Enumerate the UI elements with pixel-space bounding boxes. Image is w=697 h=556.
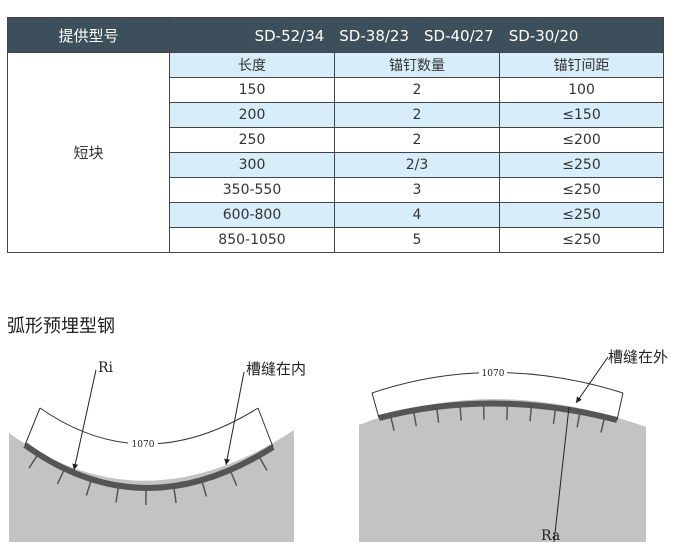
- anchor-spacing-cell: ≤250: [498, 227, 665, 253]
- anchor-stud: [115, 485, 120, 503]
- anchor-stud: [412, 410, 417, 427]
- figure-outer-slot: 1070 槽缝在外 Ra: [359, 348, 668, 544]
- table-row: 600-800 4 ≤250: [8, 202, 665, 228]
- radius-label: Ra: [541, 528, 560, 544]
- table-row: 300 2/3 ≤250: [8, 152, 665, 178]
- figure-inner-slot: 1070 Ri 槽缝在内: [9, 360, 306, 542]
- column-header: 锚钉数量: [334, 52, 500, 78]
- anchor-spacing-cell: ≤250: [498, 202, 665, 228]
- table-row: 150 2 100: [8, 77, 665, 103]
- column-header: 锚钉间距: [498, 52, 665, 78]
- length-cell: 250: [169, 127, 335, 153]
- anchor-count-cell: 5: [334, 227, 500, 253]
- anchor-stud: [576, 411, 581, 428]
- length-cell: 300: [169, 152, 335, 178]
- anchor-stud: [85, 479, 93, 496]
- length-cell: 150: [169, 77, 335, 103]
- anchor-spacing-cell: ≤250: [498, 152, 665, 178]
- anchor-stud: [529, 405, 533, 422]
- category-cell: 短块: [7, 52, 170, 253]
- column-header: 长度: [169, 52, 335, 78]
- anchor-stud: [459, 404, 462, 421]
- spec-table: 提供型号 SD-52/34 SD-38/23 SD-40/27 SD-30/20…: [7, 17, 665, 253]
- anchor-stud: [229, 469, 238, 486]
- length-cell: 600-800: [169, 202, 335, 228]
- model-list: SD-52/34 SD-38/23 SD-40/27 SD-30/20: [168, 17, 665, 53]
- anchor-stud: [56, 468, 66, 485]
- anchor-stud: [600, 416, 606, 433]
- header-label: 提供型号: [7, 17, 170, 53]
- anchor-count-cell: 3: [334, 177, 500, 203]
- anchor-stud: [200, 479, 208, 497]
- section-title: 弧形预埋型钢: [7, 316, 115, 337]
- slot-label: 槽缝在内: [246, 360, 306, 378]
- radius-label: Ri: [98, 360, 114, 376]
- dimension-label: 1070: [482, 369, 505, 379]
- slot-label: 槽缝在外: [608, 348, 668, 366]
- dimension-label: 1070: [132, 440, 155, 450]
- anchor-stud: [506, 403, 509, 420]
- anchor-stud: [257, 455, 268, 471]
- anchor-stud: [389, 414, 395, 431]
- anchor-spacing-cell: ≤200: [498, 127, 665, 153]
- anchor-count-cell: 2/3: [334, 152, 500, 178]
- anchor-count-cell: 2: [334, 77, 500, 103]
- table-row: 850-1050 5 ≤250: [8, 227, 665, 253]
- length-cell: 850-1050: [169, 227, 335, 253]
- anchor-spacing-cell: ≤150: [498, 102, 665, 128]
- anchor-stud: [172, 486, 177, 504]
- anchor-count-cell: 4: [334, 202, 500, 228]
- anchor-stud: [435, 406, 440, 423]
- anchor-stud: [28, 453, 39, 469]
- anchor-stud: [552, 407, 557, 424]
